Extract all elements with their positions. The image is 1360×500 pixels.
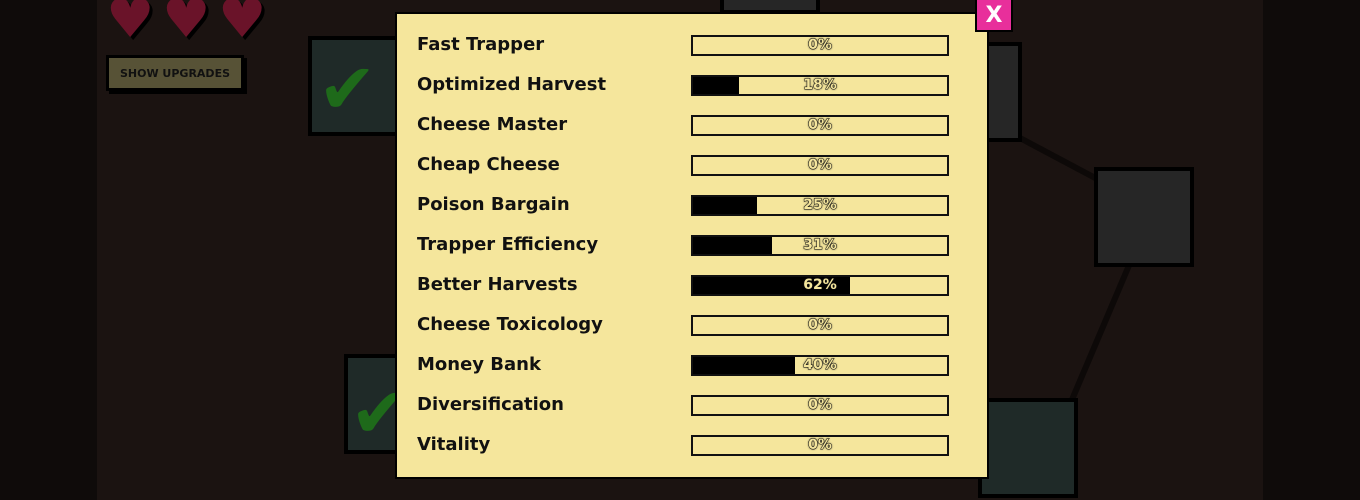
upgrade-row: Money Bank 40% [417,354,957,376]
progress-fill [693,357,795,374]
progress-label: 0% [808,157,833,174]
progress-label: 0% [808,317,833,334]
upgrade-name: Trapper Efficiency [417,234,599,255]
heart-icon: ♥ [218,0,267,50]
heart-icon: ♥ [106,0,155,50]
upgrade-row: Cheese Toxicology 0% [417,314,957,336]
progress-bar: 0% [691,155,949,176]
progress-label: 0% [808,437,833,454]
progress-label: 18% [803,77,838,94]
upgrade-name: Vitality [417,434,491,455]
progress-fill [693,197,757,214]
upgrade-node[interactable] [978,398,1078,498]
upgrade-name: Optimized Harvest [417,74,607,95]
upgrade-name: Better Harvests [417,274,578,295]
progress-bar: 25% [691,195,949,216]
progress-bar: 0% [691,115,949,136]
progress-fill [693,237,772,254]
progress-bar: 0% [691,435,949,456]
upgrade-name: Money Bank [417,354,541,375]
upgrade-row: Fast Trapper 0% [417,34,957,56]
progress-bar: 62% [691,275,949,296]
upgrade-name: Poison Bargain [417,194,570,215]
progress-bar: 0% [691,395,949,416]
progress-label: 0% [808,117,833,134]
upgrade-row: Trapper Efficiency 31% [417,234,957,256]
show-upgrades-button[interactable]: SHOW UPGRADES [106,55,244,91]
upgrade-row: Optimized Harvest 18% [417,74,957,96]
progress-label: 62% [803,277,838,294]
upgrade-row: Better Harvests 62% [417,274,957,296]
upgrade-row: Poison Bargain 25% [417,194,957,216]
upgrade-row: Cheese Master 0% [417,114,957,136]
heart-icon: ♥ [162,0,211,50]
upgrade-node[interactable] [1094,167,1194,267]
progress-fill [693,77,739,94]
progress-bar: 0% [691,35,949,56]
upgrade-row: Cheap Cheese 0% [417,154,957,176]
close-button[interactable]: X [975,0,1013,32]
upgrade-name: Fast Trapper [417,34,545,55]
progress-bar: 18% [691,75,949,96]
upgrade-name: Diversification [417,394,564,415]
checkmark-icon: ✔ [318,48,377,130]
upgrade-row: Diversification 0% [417,394,957,416]
progress-fill [693,277,851,294]
progress-label: 25% [803,197,838,214]
progress-label: 40% [803,357,838,374]
upgrade-name: Cheese Master [417,114,568,135]
progress-label: 0% [808,397,833,414]
upgrade-node-purchased[interactable]: ✔ [308,36,408,136]
upgrade-name: Cheese Toxicology [417,314,603,335]
upgrade-row: Vitality 0% [417,434,957,456]
progress-label: 31% [803,237,838,254]
progress-bar: 0% [691,315,949,336]
progress-bar: 40% [691,355,949,376]
upgrade-name: Cheap Cheese [417,154,560,175]
progress-label: 0% [808,37,833,54]
progress-bar: 31% [691,235,949,256]
upgrades-progress-panel: Fast Trapper 0% Optimized Harvest 18% Chee… [395,12,989,479]
